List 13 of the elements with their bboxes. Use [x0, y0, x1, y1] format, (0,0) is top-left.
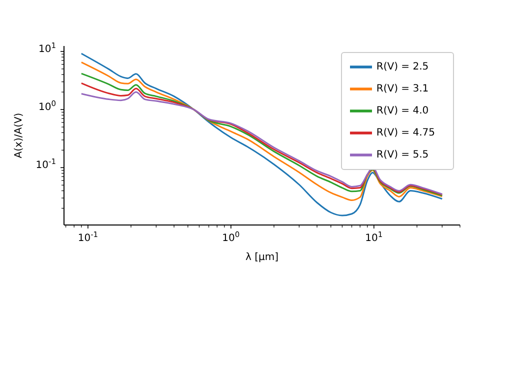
legend-label: R(V) = 4.75	[376, 128, 435, 139]
x-tick-label: 10$^{1}$	[365, 230, 383, 244]
legend-label: R(V) = 3.1	[376, 84, 429, 95]
x-tick-label: 10$^{0}$	[222, 230, 240, 244]
y-tick-label: 10$^{-1}$	[36, 156, 56, 172]
legend-label: R(V) = 5.5	[376, 150, 429, 161]
x-tick-label: 10$^{-1}$	[78, 230, 98, 244]
legend-label: R(V) = 4.0	[376, 106, 429, 117]
x-axis-title: λ [μm]	[245, 252, 279, 263]
legend-label: R(V) = 2.5	[376, 62, 429, 73]
y-axis-title: A(x)/A(V)	[14, 112, 25, 158]
y-tick-label: 10$^{1}$	[38, 40, 56, 55]
y-tick-label: 10$^{0}$	[38, 98, 56, 114]
